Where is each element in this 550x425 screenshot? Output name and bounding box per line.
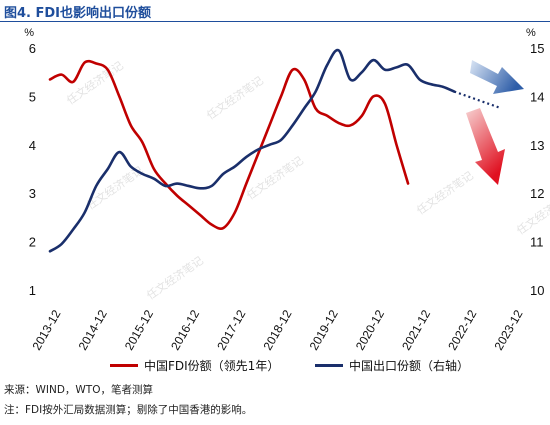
x-tick-label: 2017-12 [214, 307, 248, 352]
legend-fdi-label: 中国FDI份额（领先1年） [144, 359, 280, 373]
legend-export-swatch [315, 364, 343, 367]
x-tick-label: 2021-12 [399, 307, 433, 352]
y-right-tick-label: 11 [530, 235, 544, 250]
y-right-tick-label: 13 [530, 138, 544, 153]
trend-arrow-red-icon [466, 108, 505, 185]
chart-title: 图4. FDI也影响出口份额 [4, 6, 152, 21]
y-left-tick-label: 1 [29, 283, 36, 298]
x-tick-label: 2015-12 [122, 307, 156, 352]
footnote: 注：FDI按外汇局数据测算；剔除了中国香港的影响。 [4, 404, 253, 416]
y-left-tick-label: 4 [29, 138, 36, 153]
x-tick-label: 2016-12 [168, 307, 202, 352]
y-right-tick-label: 12 [530, 186, 544, 201]
watermark-text: 任文经济笔记 [244, 153, 306, 202]
y-right-tick-label: 10 [530, 283, 544, 298]
x-tick-label: 2023-12 [491, 307, 525, 352]
x-tick-label: 2022-12 [445, 307, 479, 352]
legend-export: 中国出口份额（右轴） [315, 357, 469, 374]
trend-arrow-blue-icon [470, 60, 524, 94]
source-note: 来源：WIND，WTO，笔者测算 [4, 384, 153, 396]
title-divider [0, 21, 550, 22]
y-left-tick-label: 3 [29, 186, 36, 201]
series-line-export [48, 48, 456, 253]
x-tick-label: 2018-12 [260, 307, 294, 352]
y-right-tick-label: 15 [530, 41, 544, 56]
x-tick-label: 2020-12 [353, 307, 387, 352]
y-right-tick-label: 14 [530, 89, 544, 104]
y-left-unit: % [24, 27, 34, 39]
series-line-fdi [48, 59, 410, 230]
watermark-text: 任文经济笔记 [144, 253, 206, 302]
watermark-text: 任文经济笔记 [414, 168, 476, 217]
y-left-tick-label: 2 [29, 235, 36, 250]
x-tick-label: 2019-12 [307, 307, 341, 352]
watermark-text: 任文经济笔记 [204, 73, 266, 122]
y-right-unit: % [526, 27, 536, 39]
y-left-tick-label: 5 [29, 89, 36, 104]
x-tick-label: 2014-12 [76, 307, 110, 352]
legend-fdi: 中国FDI份额（领先1年） [110, 357, 279, 374]
x-tick-label: 2013-12 [29, 307, 63, 352]
series-projection-export [453, 90, 500, 109]
legend-fdi-swatch [110, 364, 138, 367]
y-left-tick-label: 6 [29, 41, 36, 56]
legend-export-label: 中国出口份额（右轴） [349, 359, 470, 373]
